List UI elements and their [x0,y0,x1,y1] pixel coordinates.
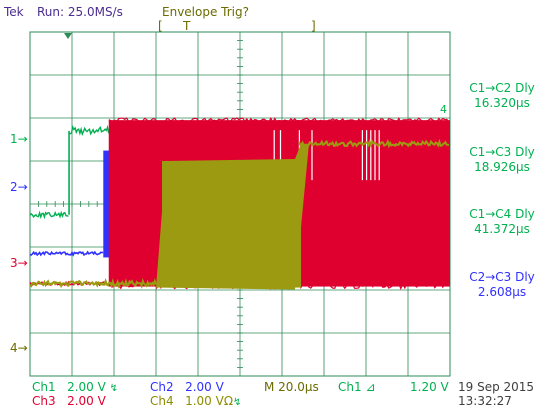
ch3-band-gap [370,130,372,181]
ch3-band-gap [378,130,380,181]
ch1-ground-marker[interactable]: 1→ [10,132,28,146]
record-view-left-bracket: [ [158,19,163,33]
ch1-readout[interactable]: Ch1 2.00 V ↯ [32,380,119,394]
ch3-top-edge [108,116,450,124]
bandwidth-limit-icon: ↯ [109,383,119,394]
ch4-trace-low [29,277,157,289]
ch2-trace-low [29,250,104,257]
ch3-band-gap [279,130,282,181]
measurement-c1-c2-delay: C1→C2 Dly 16.320µs [469,81,535,110]
ch3-band-gap [361,130,363,181]
ch3-ground-marker[interactable]: 3→ [10,256,28,270]
ch4-ground-marker[interactable]: 4→ [10,341,28,355]
record-trigger-marker: T [183,19,191,33]
trace-end-tag: 4 [440,103,447,116]
trigger-readout[interactable]: Ch1 ⊿ [338,380,376,394]
ch3-band-gap [311,130,313,181]
acquisition-status: Run: 25.0MS/s [37,5,123,19]
trigger-position-marker [64,33,72,39]
ch3-band-gap [273,130,275,181]
record-view-right-bracket: ] [311,19,316,33]
ch2-readout[interactable]: Ch2 2.00 V [150,380,224,394]
measurement-c1-c4-delay: C1→C4 Dly 41.372µs [469,207,535,236]
trigger-level-readout[interactable]: 1.20 V [410,380,449,394]
measurement-c1-c3-delay: C1→C3 Dly 18.926µs [469,145,535,174]
date-readout: 19 Sep 2015 [458,380,535,394]
bandwidth-limit-icon: ↯ [233,397,242,408]
trigger-status: Envelope Trig? [162,5,249,19]
rising-edge-icon: ⊿ [365,380,376,394]
ch3-band-gap [366,130,368,181]
timebase-readout[interactable]: M 20.0µs [264,380,319,394]
time-readout: 13:32:27 [458,394,512,408]
ch2-ground-marker[interactable]: 2→ [10,180,28,194]
ch1-trace-low [29,210,69,220]
ch4-trace-high [298,138,450,149]
brand-logo: Tek [4,5,24,19]
ch3-band-gap [374,130,376,181]
ch4-readout[interactable]: Ch4 1.00 VΩ↯ [150,394,242,408]
measurement-c2-c3-delay: C2→C3 Dly 2.608µs [469,270,535,299]
ch4-ramp-fill [162,161,301,288]
waveform-traces [29,116,451,291]
ch3-readout[interactable]: Ch3 2.00 V [32,394,106,408]
